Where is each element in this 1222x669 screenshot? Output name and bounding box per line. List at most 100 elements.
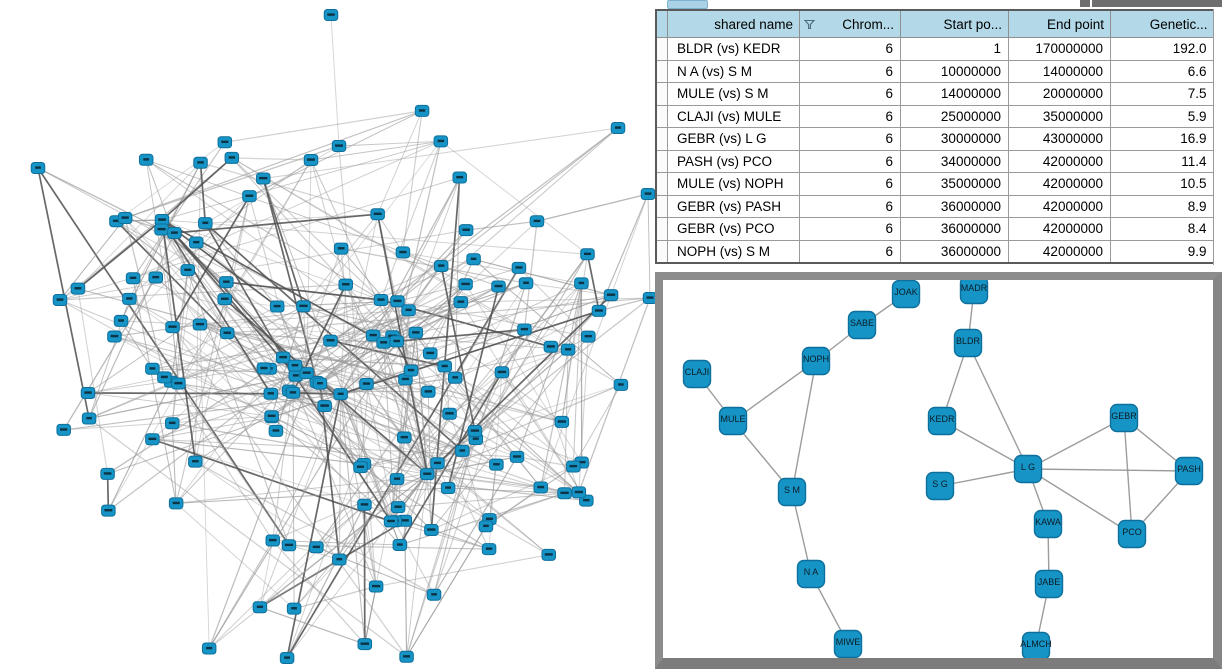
network-node[interactable] [517,323,532,336]
network-node[interactable] [148,271,164,284]
network-node-madr[interactable]: MADR [959,280,989,305]
network-node[interactable] [332,553,347,566]
network-node[interactable] [574,277,589,290]
network-node[interactable] [397,431,412,444]
network-node[interactable] [554,415,570,428]
network-node[interactable] [309,541,324,554]
network-node[interactable] [478,520,494,533]
network-node[interactable] [252,601,268,614]
network-node[interactable] [217,136,233,149]
network-node[interactable] [414,104,430,117]
network-node[interactable] [331,140,347,152]
value-cell[interactable]: 16.9 [1110,127,1215,151]
network-node[interactable] [168,497,184,510]
value-cell[interactable]: 6 [799,239,901,264]
vertical-scrollbar[interactable] [1213,9,1222,265]
network-node-jabe[interactable]: JABE [1034,569,1064,599]
network-node[interactable] [509,450,525,463]
node-shape[interactable] [1117,519,1147,549]
value-cell[interactable]: 42000000 [1008,239,1111,264]
network-node[interactable] [424,523,439,536]
network-node[interactable] [219,327,235,340]
value-cell[interactable]: 6 [799,127,901,151]
network-node[interactable] [357,638,373,651]
value-cell[interactable]: 6 [799,172,901,196]
network-node-miwe[interactable]: MIWE [833,629,863,658]
network-node[interactable] [566,460,581,473]
network-node-l-g[interactable]: L G [1013,454,1043,484]
node-shape[interactable] [953,328,983,358]
node-shape[interactable] [1013,454,1043,484]
table-row[interactable]: NOPH (vs) S M 6 36000000 42000000 9.9 [655,239,1215,264]
network-node[interactable] [511,261,527,274]
network-node[interactable] [165,417,180,430]
network-node[interactable] [157,371,172,384]
network-node[interactable] [333,388,348,401]
network-node[interactable] [189,236,204,249]
value-cell[interactable]: 42000000 [1008,217,1111,241]
node-shape[interactable] [682,359,712,389]
network-node[interactable] [138,153,154,166]
network-node[interactable] [70,282,86,295]
edge-name-cell[interactable]: NOPH (vs) S M [667,239,800,264]
network-node[interactable] [370,208,385,221]
network-node[interactable] [541,548,556,561]
network-node-s-m[interactable]: S M [777,477,807,507]
value-cell[interactable]: 42000000 [1008,194,1111,218]
network-node[interactable] [422,347,438,360]
edge-name-cell[interactable]: CLAJI (vs) MULE [667,104,800,128]
network-node[interactable] [107,330,122,343]
node-shape[interactable] [1033,509,1063,539]
network-node[interactable] [286,602,302,615]
network-node-kedr[interactable]: KEDR [927,406,957,436]
node-shape[interactable] [1109,403,1139,433]
network-node[interactable] [640,188,655,200]
value-cell[interactable]: 35000000 [1008,104,1111,128]
value-cell[interactable]: 25000000 [900,104,1009,128]
column-header-chrom-[interactable]: Chrom... [799,9,901,38]
value-cell[interactable]: 170000000 [1008,37,1111,61]
node-shape[interactable] [1034,569,1064,599]
network-node[interactable] [403,364,419,377]
network-node[interactable] [560,343,576,356]
edge-name-cell[interactable]: BLDR (vs) KEDR [667,37,800,61]
network-node[interactable] [392,538,408,551]
value-cell[interactable]: 8.4 [1110,217,1215,241]
network-node[interactable] [317,399,332,412]
network-node[interactable] [217,293,232,306]
value-cell[interactable]: 20000000 [1008,82,1111,106]
value-cell[interactable]: 35000000 [900,172,1009,196]
network-node[interactable] [453,296,469,309]
network-node[interactable] [80,387,96,399]
network-node[interactable] [180,264,196,277]
value-cell[interactable]: 10.5 [1110,172,1215,196]
network-node[interactable] [529,215,545,228]
network-node[interactable] [390,501,406,514]
network-node[interactable] [642,292,655,304]
network-node-sabe[interactable]: SABE [847,310,877,340]
network-node[interactable] [353,461,368,474]
value-cell[interactable]: 34000000 [900,149,1009,173]
network-node[interactable] [571,486,587,499]
network-node[interactable] [433,259,449,272]
network-node-pco[interactable]: PCO [1117,519,1147,549]
network-node[interactable] [242,190,257,203]
network-node-s-g[interactable]: S G [925,471,955,501]
value-cell[interactable]: 9.9 [1110,239,1215,264]
network-node[interactable] [165,321,180,334]
network-node[interactable] [365,329,381,342]
network-node[interactable] [117,211,133,224]
network-node[interactable] [122,292,137,305]
network-node[interactable] [433,135,449,148]
node-shape[interactable] [801,346,831,376]
network-node[interactable] [303,154,319,166]
node-shape[interactable] [1021,631,1051,659]
network-node[interactable] [447,371,463,384]
value-cell[interactable]: 6 [799,149,901,173]
network-node[interactable] [338,278,353,291]
network-node-n-a[interactable]: N A [796,559,826,589]
value-cell[interactable]: 6 [799,37,901,61]
value-cell[interactable]: 7.5 [1110,82,1215,106]
network-node[interactable] [395,246,411,259]
network-node[interactable] [263,387,279,400]
